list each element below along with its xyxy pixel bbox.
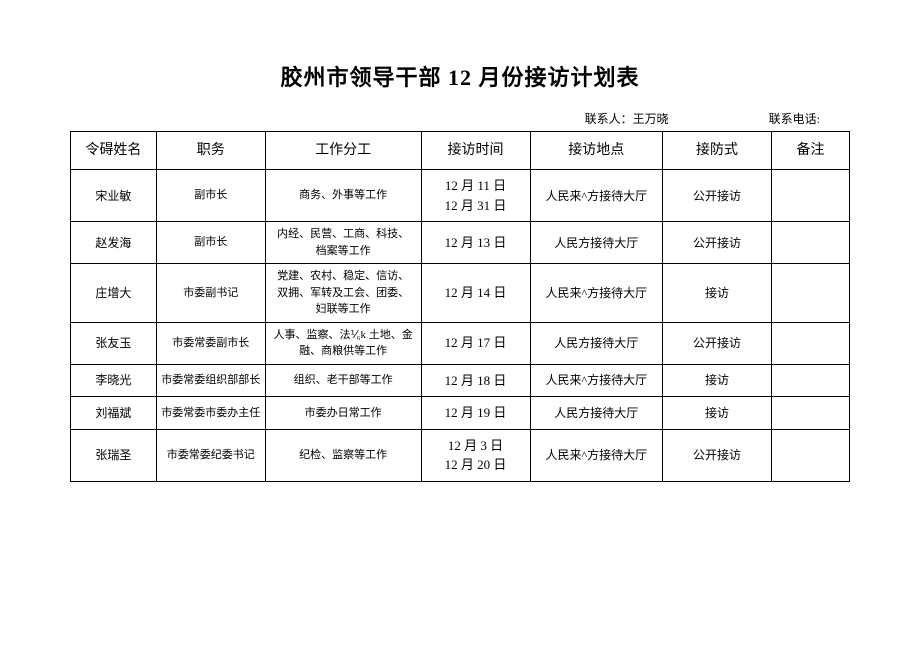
cell-note bbox=[772, 170, 850, 222]
contact-phone: 联系电话: bbox=[769, 110, 820, 127]
table-row: 张瑞圣市委常委纪委书记纪检、监察等工作12 月 3 日12 月 20 日人民来^… bbox=[71, 429, 850, 481]
cell-name: 张友玉 bbox=[71, 322, 157, 364]
cell-name: 宋业敏 bbox=[71, 170, 157, 222]
table-row: 庄增大市委副书记党建、农村、稳定、信访、双拥、军转及工会、团委、妇联等工作12 … bbox=[71, 264, 850, 323]
table-row: 李晓光市委常委组织部部长组织、老干部等工作12 月 18 日人民来^方接待大厅接… bbox=[71, 364, 850, 397]
cell-place: 人民来^方接待大厅 bbox=[530, 429, 662, 481]
cell-work: 组织、老干部等工作 bbox=[265, 364, 421, 397]
cell-name: 刘福斌 bbox=[71, 397, 157, 430]
cell-place: 人民来^方接待大厅 bbox=[530, 264, 662, 323]
cell-note bbox=[772, 397, 850, 430]
meta-row: 联系人：王万晓 联系电话: bbox=[70, 110, 850, 127]
cell-note bbox=[772, 264, 850, 323]
cell-work: 商务、外事等工作 bbox=[265, 170, 421, 222]
cell-position: 市委常委副市长 bbox=[156, 322, 265, 364]
cell-time: 12 月 19 日 bbox=[421, 397, 530, 430]
cell-work: 市委办日常工作 bbox=[265, 397, 421, 430]
cell-name: 赵发海 bbox=[71, 222, 157, 264]
cell-method: 接访 bbox=[663, 397, 772, 430]
cell-method: 公开接访 bbox=[663, 429, 772, 481]
cell-method: 接访 bbox=[663, 264, 772, 323]
cell-note bbox=[772, 322, 850, 364]
cell-time: 12 月 17 日 bbox=[421, 322, 530, 364]
col-header-work: 工作分工 bbox=[265, 132, 421, 170]
col-header-time: 接访时间 bbox=[421, 132, 530, 170]
cell-place: 人民方接待大厅 bbox=[530, 322, 662, 364]
col-header-place: 接访地点 bbox=[530, 132, 662, 170]
cell-name: 李晓光 bbox=[71, 364, 157, 397]
col-header-note: 备注 bbox=[772, 132, 850, 170]
cell-method: 公开接访 bbox=[663, 322, 772, 364]
cell-time: 12 月 18 日 bbox=[421, 364, 530, 397]
cell-name: 庄增大 bbox=[71, 264, 157, 323]
cell-position: 市委常委组织部部长 bbox=[156, 364, 265, 397]
cell-time: 12 月 13 日 bbox=[421, 222, 530, 264]
contact-person: 联系人：王万晓 bbox=[585, 110, 669, 127]
cell-position: 副市长 bbox=[156, 170, 265, 222]
page-title: 胶州市领导干部 12 月份接访计划表 bbox=[70, 60, 850, 92]
cell-position: 副市长 bbox=[156, 222, 265, 264]
cell-place: 人民方接待大厅 bbox=[530, 222, 662, 264]
cell-position: 市委常委纪委书记 bbox=[156, 429, 265, 481]
cell-note bbox=[772, 364, 850, 397]
cell-time: 12 月 11 日12 月 31 日 bbox=[421, 170, 530, 222]
cell-work: 人事、监察、法⅟₆k 土地、金融、商粮供等工作 bbox=[265, 322, 421, 364]
cell-name: 张瑞圣 bbox=[71, 429, 157, 481]
cell-note bbox=[772, 222, 850, 264]
table-row: 张友玉市委常委副市长人事、监察、法⅟₆k 土地、金融、商粮供等工作12 月 17… bbox=[71, 322, 850, 364]
col-header-position: 职务 bbox=[156, 132, 265, 170]
cell-work: 纪检、监察等工作 bbox=[265, 429, 421, 481]
cell-position: 市委常委市委办主任 bbox=[156, 397, 265, 430]
table-row: 刘福斌市委常委市委办主任市委办日常工作12 月 19 日人民方接待大厅接访 bbox=[71, 397, 850, 430]
cell-method: 接访 bbox=[663, 364, 772, 397]
table-row: 宋业敏副市长商务、外事等工作12 月 11 日12 月 31 日人民来^方接待大… bbox=[71, 170, 850, 222]
col-header-name: 令碍姓名 bbox=[71, 132, 157, 170]
cell-place: 人民来^方接待大厅 bbox=[530, 364, 662, 397]
table-header-row: 令碍姓名 职务 工作分工 接访时间 接访地点 接防式 备注 bbox=[71, 132, 850, 170]
table-body: 宋业敏副市长商务、外事等工作12 月 11 日12 月 31 日人民来^方接待大… bbox=[71, 170, 850, 482]
cell-method: 公开接访 bbox=[663, 222, 772, 264]
cell-time: 12 月 14 日 bbox=[421, 264, 530, 323]
schedule-table: 令碍姓名 职务 工作分工 接访时间 接访地点 接防式 备注 宋业敏副市长商务、外… bbox=[70, 131, 850, 482]
cell-method: 公开接访 bbox=[663, 170, 772, 222]
cell-position: 市委副书记 bbox=[156, 264, 265, 323]
col-header-method: 接防式 bbox=[663, 132, 772, 170]
cell-work: 党建、农村、稳定、信访、双拥、军转及工会、团委、妇联等工作 bbox=[265, 264, 421, 323]
cell-note bbox=[772, 429, 850, 481]
cell-place: 人民来^方接待大厅 bbox=[530, 170, 662, 222]
cell-time: 12 月 3 日12 月 20 日 bbox=[421, 429, 530, 481]
table-row: 赵发海副市长内经、民营、工商、科技、档案等工作12 月 13 日人民方接待大厅公… bbox=[71, 222, 850, 264]
cell-place: 人民方接待大厅 bbox=[530, 397, 662, 430]
cell-work: 内经、民营、工商、科技、档案等工作 bbox=[265, 222, 421, 264]
